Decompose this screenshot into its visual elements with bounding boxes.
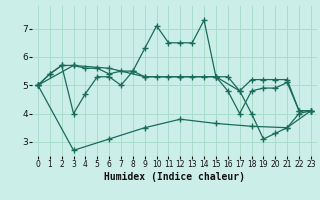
X-axis label: Humidex (Indice chaleur): Humidex (Indice chaleur): [104, 172, 245, 182]
